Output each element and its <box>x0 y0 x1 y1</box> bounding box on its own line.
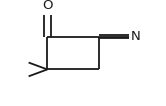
Text: O: O <box>42 0 53 12</box>
Text: N: N <box>130 30 140 43</box>
